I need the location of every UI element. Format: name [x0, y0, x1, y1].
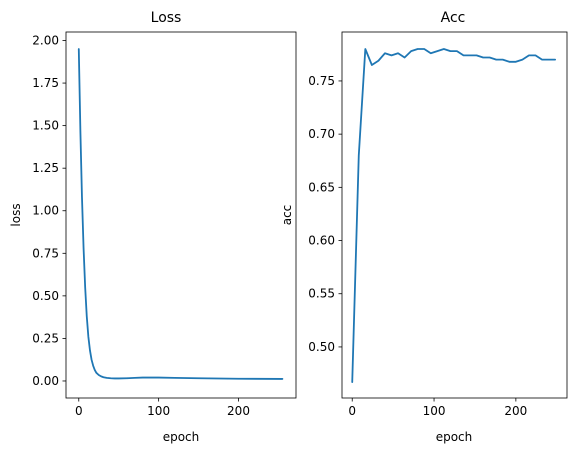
acc-subplot: Acc 0 100 200 0.50 0.55 0.60 0.65 0.70 0.75 epo… [280, 10, 568, 444]
acc-x-tick-label: 0 [348, 404, 356, 418]
acc-y-tick-label: 0.65 [308, 180, 335, 194]
loss-x-axis-label: epoch [163, 430, 200, 444]
loss-y-tick-label: 2.00 [32, 34, 59, 48]
loss-x-tick-label: 100 [147, 404, 170, 418]
loss-x-tick-label: 200 [227, 404, 250, 418]
acc-title: Acc [441, 10, 466, 26]
loss-y-tick-label: 0.25 [32, 331, 59, 345]
loss-axes-frame [65, 31, 297, 399]
loss-y-axis-label: loss [9, 203, 23, 226]
acc-y-tick-label: 0.70 [308, 127, 335, 141]
acc-y-tick-label: 0.75 [308, 74, 335, 88]
loss-subplot: Loss 0 100 200 0.00 0.25 0.50 0.75 1.00 1.25 1.5… [9, 10, 297, 444]
loss-y-tick-label: 1.75 [32, 76, 59, 90]
loss-y-tick-label: 1.00 [32, 204, 59, 218]
loss-x-ticks: 0 100 200 [75, 398, 250, 418]
acc-x-tick-label: 100 [423, 404, 446, 418]
acc-y-axis-label: acc [280, 205, 294, 226]
acc-y-ticks: 0.50 0.55 0.60 0.65 0.70 0.75 [308, 74, 342, 354]
acc-axes-frame [341, 31, 568, 399]
acc-y-tick-label: 0.50 [308, 340, 335, 354]
acc-y-tick-label: 0.60 [308, 234, 335, 248]
loss-y-ticks: 0.00 0.25 0.50 0.75 1.00 1.25 1.50 1.75 2.00 [32, 34, 66, 388]
acc-y-tick-label: 0.55 [308, 287, 335, 301]
loss-y-tick-label: 1.25 [32, 161, 59, 175]
loss-series-line [77, 48, 284, 380]
loss-title: Loss [151, 10, 182, 26]
loss-y-tick-label: 0.00 [32, 374, 59, 388]
acc-x-ticks: 0 100 200 [348, 398, 527, 418]
loss-x-tick-label: 0 [75, 404, 83, 418]
loss-y-tick-label: 1.50 [32, 119, 59, 133]
loss-y-tick-label: 0.75 [32, 246, 59, 260]
acc-x-tick-label: 200 [504, 404, 527, 418]
loss-y-tick-label: 0.50 [32, 289, 59, 303]
acc-x-axis-label: epoch [436, 430, 473, 444]
acc-series-line [351, 48, 557, 383]
